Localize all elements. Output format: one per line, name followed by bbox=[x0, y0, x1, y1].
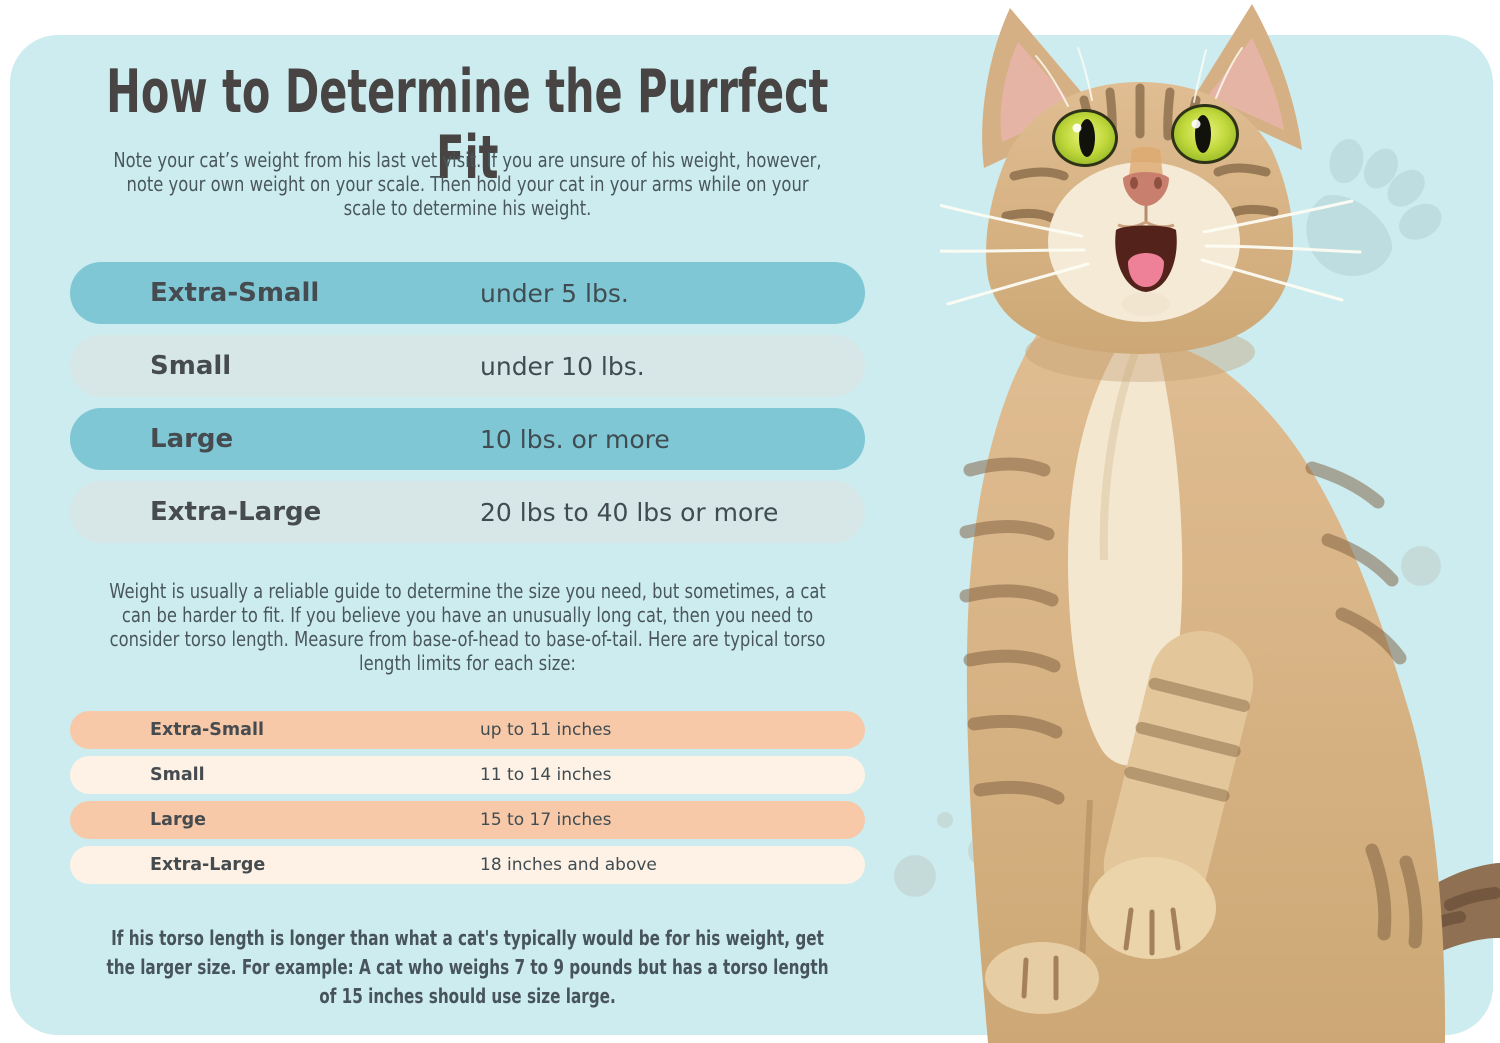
text-line: consider torso length. Measure from base… bbox=[109, 627, 826, 651]
table-row: Extra-Large 20 lbs to 40 lbs or more bbox=[70, 481, 865, 543]
size-value: under 10 lbs. bbox=[480, 351, 645, 381]
size-label: Large bbox=[150, 810, 206, 830]
size-label: Extra-Small bbox=[150, 720, 264, 740]
table-row: Extra-Small under 5 lbs. bbox=[70, 262, 865, 324]
size-value: 18 inches and above bbox=[480, 855, 657, 875]
text-line: If his torso length is longer than what … bbox=[111, 926, 824, 950]
size-label: Extra-Small bbox=[150, 278, 320, 308]
weight-size-table: Extra-Small under 5 lbs. Small under 10 … bbox=[70, 262, 865, 543]
size-label: Small bbox=[150, 765, 205, 785]
table-row: Small 11 to 14 inches bbox=[70, 756, 865, 794]
text-line: scale to determine his weight. bbox=[343, 196, 592, 220]
size-label: Extra-Large bbox=[150, 497, 322, 527]
torso-paragraph: Weight is usually a reliable guide to de… bbox=[70, 579, 865, 675]
table-row: Extra-Small up to 11 inches bbox=[70, 711, 865, 749]
text-line: the larger size. For example: A cat who … bbox=[106, 955, 829, 979]
text-line: can be harder to fit. If you believe you… bbox=[121, 603, 814, 627]
size-value: up to 11 inches bbox=[480, 720, 612, 740]
table-row: Large 15 to 17 inches bbox=[70, 801, 865, 839]
table-row: Extra-Large 18 inches and above bbox=[70, 846, 865, 884]
table-row: Small under 10 lbs. bbox=[70, 335, 865, 397]
size-value: 15 to 17 inches bbox=[480, 810, 612, 830]
size-value: 10 lbs. or more bbox=[480, 424, 670, 454]
text-line: Note your cat’s weight from his last vet… bbox=[113, 148, 822, 172]
text-line: note your own weight on your scale. Then… bbox=[126, 172, 809, 196]
text-line: length limits for each size: bbox=[359, 651, 576, 675]
size-label: Large bbox=[150, 424, 234, 454]
intro-paragraph: Note your cat’s weight from his last vet… bbox=[70, 148, 865, 220]
size-label: Extra-Large bbox=[150, 855, 266, 875]
size-value: 11 to 14 inches bbox=[480, 765, 612, 785]
footer-note: If his torso length is longer than what … bbox=[70, 924, 865, 1011]
page-title: How to Determine the Purrfect Fit bbox=[106, 57, 829, 193]
text-line: of 15 inches should use size large. bbox=[319, 984, 616, 1008]
text-column: How to Determine the Purrfect Fit Note y… bbox=[70, 35, 1070, 1035]
torso-length-table: Extra-Small up to 11 inches Small 11 to … bbox=[70, 711, 865, 884]
size-label: Small bbox=[150, 351, 232, 381]
table-row: Large 10 lbs. or more bbox=[70, 408, 865, 470]
text-line: Weight is usually a reliable guide to de… bbox=[109, 579, 826, 603]
size-value: under 5 lbs. bbox=[480, 278, 629, 308]
size-value: 20 lbs to 40 lbs or more bbox=[480, 497, 779, 527]
